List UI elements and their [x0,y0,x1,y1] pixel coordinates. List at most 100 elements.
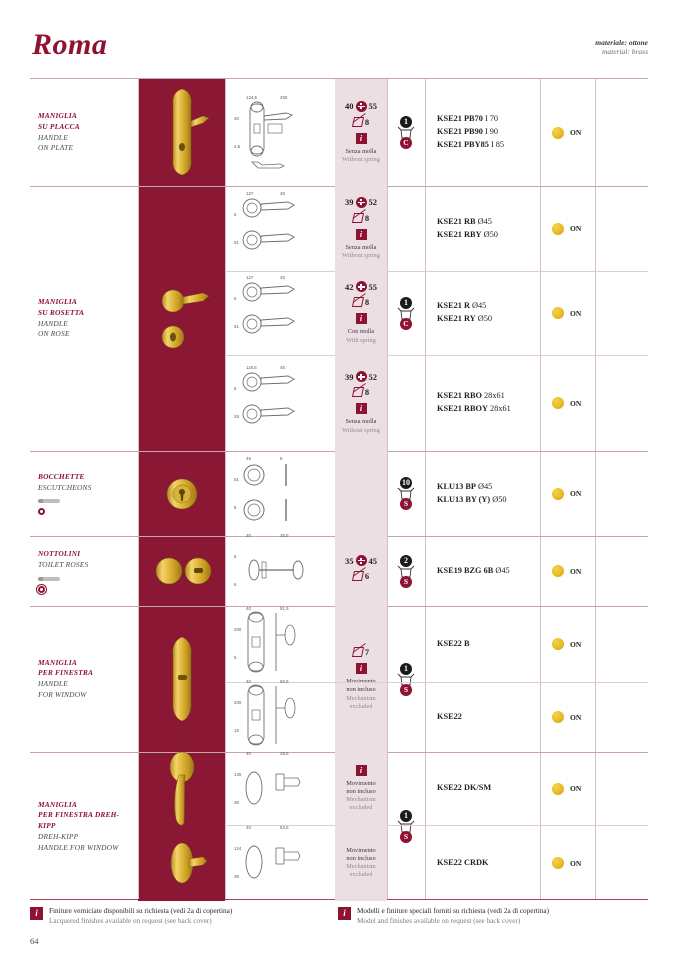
footer-note-right-en: Model and finishes available on request … [357,917,521,926]
product-codes: KSE22 CRDK [425,825,540,901]
square-spindle-size: 8 [351,212,369,223]
finish-swatch-icon [552,126,564,139]
product-code-line: KSE22 [437,711,540,724]
packaging-type: S [400,498,412,510]
product-photo [138,79,225,186]
spindle-value: 8 [364,116,370,127]
range-to: 55 [368,101,378,112]
square-spindle-size: 7 [351,647,369,658]
grid-line [225,271,648,272]
spec-note-en: Mechanism [346,863,376,870]
svg-text:124,5: 124,5 [246,95,258,100]
finish-cell: ON [540,825,595,901]
category-label-it: MANIGLIA [38,799,77,809]
svg-text:51: 51 [234,324,239,329]
blank-cell [595,186,648,271]
product-photo [138,825,225,901]
finish-code: ON [570,398,582,408]
product-code: KSE21 RY [437,314,476,323]
blank-cell [595,606,648,682]
packaging-cell: 10 S [387,451,425,536]
svg-text:6: 6 [234,655,237,660]
product-category-label: MANIGLIA PER FINESTRA HANDLE FOR WINDOW [30,606,138,752]
spec-note-en: Mechanism [346,796,376,803]
svg-text:51: 51 [234,477,239,482]
packaging-quantity: 1 [400,662,412,675]
finish-code: ON [570,712,582,722]
svg-text:4,5: 4,5 [234,144,241,149]
blank-cell [595,451,648,536]
spec-note-en: excluded [349,871,373,879]
material-note: materiale: ottone material: brass [595,38,648,57]
finish-cell: ON [540,355,595,451]
product-dimension: Ø50 [481,229,498,239]
technical-drawing: 40 63,5 124 35 [225,825,335,901]
svg-text:40: 40 [246,751,251,756]
spec-note-it: Movimento [346,846,376,854]
grid-line [225,682,648,683]
technical-drawing: 127 45 6 51 [225,186,335,271]
info-icon: i [355,132,367,144]
product-code: KSE19 BZG 6B [437,565,494,575]
specification-cell: 40 55 8 i Senza molla Without spring [335,79,387,186]
spec-note-en: Mechanism [346,694,376,702]
technical-drawing: 45 6 51 8 [225,451,335,536]
finish-cell: ON [540,606,595,682]
blank-cell [595,825,648,901]
product-codes: KSE22 DK/SM [425,752,540,825]
finish-code: ON [570,308,582,318]
category-label-en: DREH-KIPP [38,831,79,841]
table-row: MANIGLIA SU ROSETTA HANDLE ON ROSE 127 45 6 51 3… [30,186,648,348]
category-label-it: MANIGLIA [38,111,77,121]
product-category-label: BOCCHETTE ESCUTCHEONS [30,451,138,536]
finish-cell: ON [540,752,595,825]
packaging-type: C [400,317,412,330]
finish-cell: ON [540,682,595,752]
product-code: KSE22 [437,711,462,721]
svg-text:118,5: 118,5 [246,365,257,370]
finish-code: ON [570,224,582,233]
packaging-quantity: 1 [400,116,412,128]
packaging-type: S [400,831,412,843]
table-row: MANIGLIA PER FINESTRA DREH-KIPP DREH-KIPP H… [30,751,648,852]
info-icon: i [30,907,43,920]
product-code: KSE21 RBY [437,229,482,239]
table-row: 127 45 6 51 42 55 8 i Con molla With spring 1 C KSE2… [30,271,648,355]
product-code-line: KSE22 CRDK [437,857,540,870]
label-icon-group [38,576,132,593]
category-label-it: PER FINESTRA DREH-KIPP [38,810,120,831]
svg-text:35: 35 [234,800,239,805]
specification-cell: i Movimento non incluso Mechanism excluded [335,752,387,825]
page-title: Roma [32,28,108,61]
page-number: 64 [30,936,39,946]
ring-icon [38,585,45,593]
product-codes: KSE21 PB70 I 70 KSE21 PB90 I 90 KSE21 PBY8… [425,79,540,186]
technical-drawing: 40 48,5 139 35 [225,751,335,825]
product-dimension: I 90 [482,127,499,137]
blank-cell [595,536,648,606]
blank-cell [595,271,648,355]
spec-note-en: Without spring [342,426,380,434]
spec-note-it: Movimento [344,678,377,686]
square-spindle-size: 8 [351,297,369,308]
category-label-en: HANDLE [38,132,68,142]
finish-swatch-icon [552,307,564,319]
range-from: 39 [345,197,354,208]
finish-code: ON [570,128,582,137]
svg-text:124: 124 [234,846,242,851]
blank-cell [595,682,648,752]
info-icon: i [338,907,351,920]
door-thickness-range: 39 52 [345,371,377,383]
spec-note-it: non incluso [346,854,376,862]
product-dimension: Ø45 [493,565,510,575]
svg-text:6: 6 [234,554,237,559]
product-code-line: KSE21 PB70 I 70 [437,113,540,126]
svg-text:127: 127 [246,275,254,280]
square-spindle-size: 8 [351,116,370,127]
product-dimension: 28x61 [481,391,505,401]
